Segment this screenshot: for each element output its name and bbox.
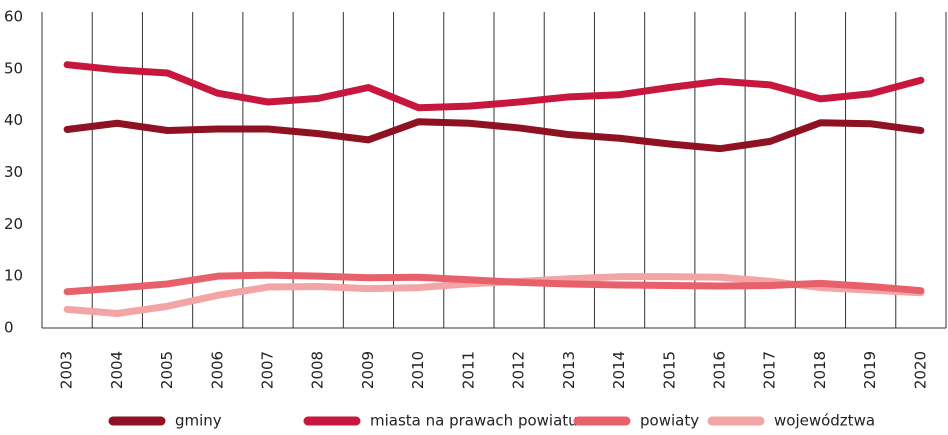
x-tick-label: 2003 bbox=[58, 351, 76, 389]
legend-label: powiaty bbox=[640, 412, 699, 430]
y-tick-label: 20 bbox=[4, 215, 23, 233]
y-tick-label: 60 bbox=[4, 8, 23, 26]
x-tick-label: 2016 bbox=[711, 351, 729, 389]
x-tick-label: 2019 bbox=[861, 351, 879, 389]
y-tick-label: 30 bbox=[4, 163, 23, 181]
x-tick-label: 2006 bbox=[208, 351, 226, 389]
x-tick-label: 2015 bbox=[660, 351, 678, 389]
x-tick-label: 2005 bbox=[158, 351, 176, 389]
x-tick-label: 2010 bbox=[409, 351, 427, 389]
x-tick-label: 2014 bbox=[610, 351, 628, 389]
y-tick-label: 50 bbox=[4, 59, 23, 77]
legend-label: województwa bbox=[774, 412, 875, 430]
y-tick-label: 40 bbox=[4, 111, 23, 129]
legend-label: gminy bbox=[175, 412, 222, 430]
series-line bbox=[63, 118, 925, 153]
x-tick-label: 2009 bbox=[359, 351, 377, 389]
x-tick-label: 2004 bbox=[108, 351, 126, 389]
x-tick-label: 2020 bbox=[911, 351, 929, 389]
x-tick-label: 2012 bbox=[510, 351, 528, 389]
x-tick-label: 2007 bbox=[259, 351, 277, 389]
y-tick-label: 10 bbox=[4, 267, 23, 285]
y-tick-label: 0 bbox=[4, 319, 14, 337]
x-tick-label: 2013 bbox=[560, 351, 578, 389]
series-line bbox=[63, 61, 925, 112]
x-tick-label: 2011 bbox=[459, 351, 477, 389]
series-line bbox=[63, 271, 925, 296]
x-tick-label: 2018 bbox=[811, 351, 829, 389]
legend-label: miasta na prawach powiatu bbox=[370, 412, 578, 430]
x-tick-label: 2017 bbox=[761, 351, 779, 389]
x-tick-label: 2008 bbox=[309, 351, 327, 389]
